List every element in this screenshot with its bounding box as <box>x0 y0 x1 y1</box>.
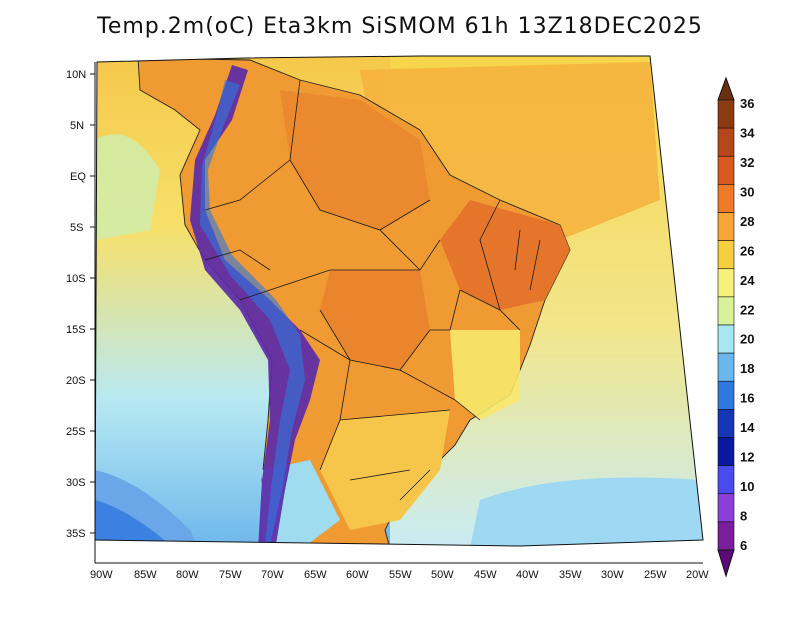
northeast-hot-region <box>440 200 570 310</box>
lat-label: 20S <box>66 375 86 387</box>
colorbar-label: 16 <box>740 391 754 406</box>
colorbar-label: 8 <box>740 509 747 524</box>
lon-label: 35W <box>559 569 582 581</box>
colorbar-swatch <box>717 127 735 157</box>
south-pacific-blue <box>95 500 170 546</box>
lon-label: 45W <box>474 569 497 581</box>
colorbar-label: 34 <box>740 125 755 140</box>
colorbar-swatch <box>717 409 735 438</box>
colorbar-label: 10 <box>740 479 754 494</box>
colorbar-swatch <box>717 521 735 551</box>
longitude-axis: 90W 85W 80W 75W 70W 65W 60W 55W 50W 45W … <box>90 569 709 581</box>
colorbar-swatch <box>717 380 735 410</box>
colorbar-label: 32 <box>740 155 754 170</box>
lat-label: 35S <box>66 528 86 540</box>
colorbar-swatch <box>717 324 735 354</box>
colorbar-label: 36 <box>740 96 754 111</box>
colorbar-label: 24 <box>740 273 755 288</box>
lon-label: 85W <box>134 569 157 581</box>
colorbar-label: 12 <box>740 450 754 465</box>
colorbar-swatch <box>717 240 735 270</box>
lat-label: 10S <box>66 273 86 285</box>
map-area <box>95 56 703 546</box>
lat-label: 15S <box>66 324 86 336</box>
colorbar-swatch <box>717 155 735 185</box>
colorbar-label: 6 <box>740 538 747 553</box>
north-hot-region <box>280 90 430 230</box>
colorbar-label: 18 <box>740 361 754 376</box>
andes-cold-core <box>200 80 305 545</box>
colorbar-label: 26 <box>740 243 754 258</box>
colorbar-label: 20 <box>740 332 754 347</box>
lon-label: 90W <box>90 569 113 581</box>
colorbar-swatch <box>717 212 735 241</box>
lat-label: 25S <box>66 426 86 438</box>
colorbar-label: 30 <box>740 184 754 199</box>
southeast-highland-cool <box>450 330 520 420</box>
lat-label: 10N <box>66 69 86 81</box>
lon-label: 20W <box>686 569 709 581</box>
lon-label: 75W <box>219 569 242 581</box>
lon-label: 30W <box>601 569 624 581</box>
political-borders <box>204 79 541 501</box>
lon-label: 65W <box>304 569 327 581</box>
colorbar-swatch <box>717 184 735 213</box>
colorbar-swatch <box>717 437 735 466</box>
map-title: Temp.2m(oC) Eta3km SiSMOM 61h 13Z18DEC20… <box>97 14 703 39</box>
lon-label: 25W <box>644 569 667 581</box>
colorbar-min-arrow <box>717 549 735 578</box>
colorbar-max-arrow <box>717 76 735 101</box>
south-atlantic-cool <box>470 477 703 546</box>
lon-label: 55W <box>389 569 412 581</box>
colorbar-swatch <box>717 465 735 495</box>
lon-label: 60W <box>346 569 369 581</box>
colorbar-swatch <box>717 268 735 298</box>
colorbar-label: 14 <box>740 420 755 435</box>
lat-label: 30S <box>66 477 86 489</box>
colorbar-label: 22 <box>740 302 754 317</box>
colorbar-label: 28 <box>740 214 754 229</box>
pacific-cool-band <box>95 134 160 240</box>
lat-label: 5S <box>70 222 83 234</box>
southern-brazil-mild <box>320 410 450 530</box>
lon-label: 50W <box>431 569 454 581</box>
lon-label: 80W <box>176 569 199 581</box>
colorbar: 36 34 32 30 28 26 24 22 20 18 16 14 12 10 8 6 <box>717 76 755 578</box>
latitude-axis: 10N 5N EQ 5S 10S 15S 20S 25S 30S 35S <box>66 69 95 540</box>
lat-label: 5N <box>70 120 84 132</box>
lon-label: 70W <box>261 569 284 581</box>
colorbar-swatch <box>717 296 735 326</box>
lat-label: EQ <box>70 171 86 183</box>
colorbar-swatch <box>717 99 735 129</box>
lon-label: 40W <box>516 569 539 581</box>
central-hot-region <box>320 270 430 370</box>
colorbar-swatch <box>717 493 735 523</box>
map-frame <box>94 55 704 547</box>
colorbar-swatch <box>717 352 735 382</box>
